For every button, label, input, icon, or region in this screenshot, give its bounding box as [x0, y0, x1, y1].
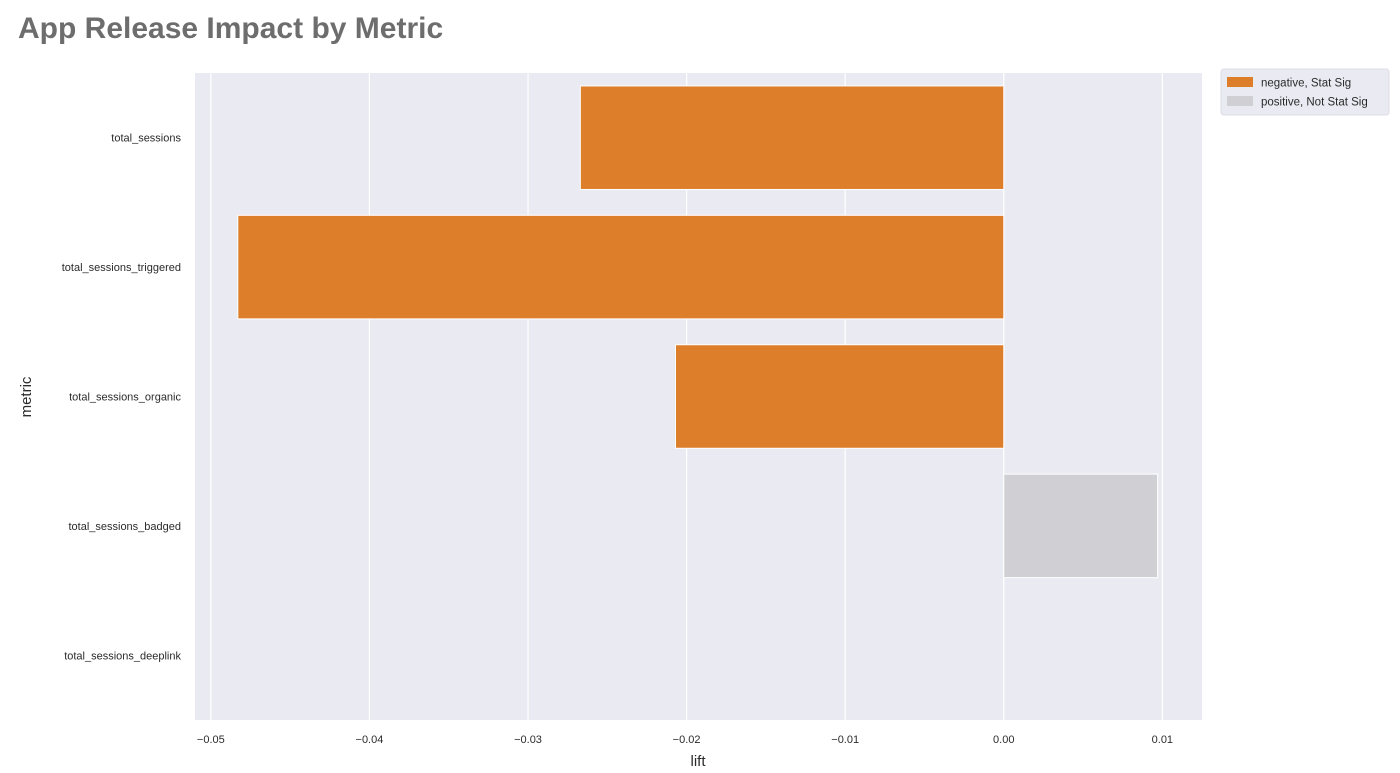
legend-label: positive, Not Stat Sig: [1261, 97, 1368, 109]
chart-title: App Release Impact by Metric: [18, 12, 444, 45]
legend-swatch: [1227, 77, 1253, 87]
bars: [237, 85, 1159, 579]
bar: [1003, 473, 1159, 579]
x-tick-label: −0.03: [514, 734, 542, 746]
x-axis-ticks: −0.05 −0.04 −0.03 −0.02 −0.01 0.00 0.01: [197, 734, 1173, 746]
legend-swatch: [1227, 96, 1253, 106]
x-tick-label: −0.02: [673, 734, 701, 746]
legend-label: negative, Stat Sig: [1261, 78, 1351, 90]
y-tick-label: total_sessions: [111, 133, 181, 145]
x-axis-label: lift: [691, 753, 707, 770]
legend-box: [1220, 68, 1390, 116]
y-axis-ticks: total_sessions total_sessions_triggeredto…: [62, 133, 182, 663]
bar: [579, 85, 1005, 190]
y-tick-label: total_sessions_organic: [69, 392, 181, 404]
y-tick-label: total_sessions_badged: [68, 521, 181, 533]
bar: [675, 344, 1005, 449]
y-tick-label: total_sessions_deeplink: [64, 650, 181, 662]
x-tick-label: −0.01: [831, 734, 859, 746]
y-tick-label: total_sessions_triggered: [62, 262, 181, 274]
x-tick-label: 0.00: [993, 734, 1014, 746]
y-axis-label: metric: [18, 376, 35, 417]
x-tick-label: 0.01: [1152, 734, 1173, 746]
x-tick-label: −0.04: [356, 734, 384, 746]
legend: negative, Stat Sig positive, Not Stat Sig: [1220, 68, 1390, 116]
x-tick-label: −0.05: [197, 734, 225, 746]
bar: [237, 214, 1005, 320]
